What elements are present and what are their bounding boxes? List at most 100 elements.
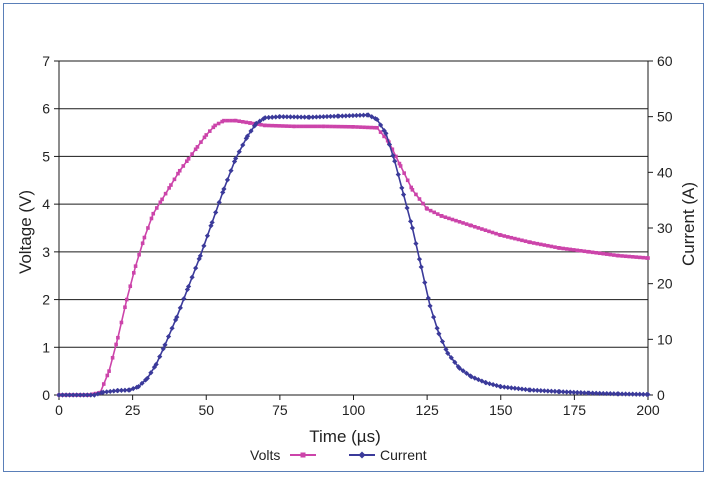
- data-point: [355, 125, 359, 129]
- data-point: [494, 382, 500, 389]
- data-point: [553, 245, 557, 249]
- data-point: [153, 361, 159, 367]
- data-point: [416, 256, 423, 262]
- data-point: [236, 149, 242, 155]
- data-point: [257, 118, 263, 124]
- data-point: [204, 233, 211, 239]
- data-point: [339, 124, 344, 129]
- data-point: [336, 113, 342, 119]
- data-point: [390, 147, 395, 152]
- data-point: [343, 124, 348, 129]
- data-point: [515, 386, 522, 392]
- data-point: [463, 370, 470, 376]
- data-point: [216, 121, 221, 126]
- data-point: [461, 221, 465, 225]
- axes: [54, 60, 653, 400]
- data-point: [440, 214, 444, 218]
- data-point: [615, 391, 622, 397]
- data-point: [473, 224, 477, 229]
- data-point: [418, 264, 424, 270]
- data-point: [233, 118, 238, 123]
- data-point: [549, 244, 554, 249]
- data-point: [581, 390, 587, 396]
- data-point: [630, 255, 635, 259]
- data-point: [425, 295, 431, 301]
- data-point: [545, 388, 551, 394]
- data-point: [436, 331, 442, 337]
- data-point: [597, 390, 603, 396]
- data-point: [266, 114, 272, 121]
- data-point: [601, 251, 606, 256]
- data-point: [483, 228, 488, 232]
- legend-label-current: Current: [380, 447, 427, 463]
- data-point: [597, 251, 602, 256]
- data-point: [181, 296, 187, 302]
- data-point: [443, 215, 448, 220]
- data-point: [262, 115, 268, 121]
- data-point: [542, 243, 547, 247]
- data-point: [539, 242, 543, 247]
- y-right-tick-label: 20: [657, 276, 673, 292]
- y-right-tick-label: 10: [657, 331, 673, 347]
- data-point: [531, 241, 536, 245]
- y-left-tick-label: 5: [42, 148, 50, 164]
- data-point: [552, 388, 558, 394]
- data-point: [557, 246, 562, 250]
- data-point: [476, 226, 481, 230]
- data-point: [410, 188, 415, 192]
- data-point: [101, 382, 106, 386]
- data-point: [331, 113, 337, 119]
- data-point: [199, 140, 203, 144]
- data-point: [353, 112, 360, 119]
- data-point: [160, 197, 164, 202]
- data-point: [169, 183, 173, 187]
- data-point: [280, 114, 287, 120]
- data-point: [114, 342, 118, 347]
- data-point: [284, 124, 289, 128]
- data-point: [173, 317, 179, 323]
- x-tick-label: 0: [55, 402, 63, 418]
- y-right-tick-label: 50: [657, 109, 673, 125]
- data-point: [339, 113, 345, 119]
- data-point: [508, 385, 514, 391]
- data-point: [590, 390, 596, 396]
- data-point: [135, 384, 142, 390]
- data-point: [564, 389, 570, 395]
- series-volts: [57, 118, 650, 397]
- data-point: [240, 142, 246, 148]
- legend-label-volts: Volts: [250, 447, 280, 463]
- x-tick-label: 50: [198, 402, 214, 418]
- data-point: [104, 389, 110, 395]
- data-point: [498, 384, 504, 390]
- data-point: [634, 255, 639, 259]
- data-point: [105, 373, 110, 378]
- data-point: [327, 113, 334, 120]
- y-right-tick-label: 60: [657, 53, 673, 69]
- x-tick-label: 100: [342, 402, 366, 418]
- data-point: [107, 388, 113, 395]
- data-point: [294, 114, 301, 120]
- data-point: [140, 241, 145, 246]
- data-point: [590, 250, 595, 255]
- data-point: [158, 200, 163, 205]
- data-point: [400, 192, 407, 198]
- data-point: [395, 171, 401, 178]
- data-point: [277, 114, 283, 120]
- data-point: [432, 210, 436, 215]
- data-point: [568, 247, 573, 252]
- x-axis-title: Time (µs): [309, 427, 381, 446]
- data-point: [523, 239, 528, 243]
- data-point: [343, 113, 349, 119]
- data-point: [324, 113, 330, 120]
- data-point: [291, 114, 297, 120]
- data-point: [259, 122, 263, 127]
- data-point: [306, 124, 311, 129]
- data-point: [456, 365, 463, 371]
- data-point: [244, 133, 251, 139]
- data-point: [548, 388, 555, 394]
- data-point: [273, 114, 279, 120]
- data-point: [269, 114, 275, 120]
- data-point: [332, 124, 337, 129]
- data-point: [320, 114, 327, 120]
- data-point: [593, 390, 599, 396]
